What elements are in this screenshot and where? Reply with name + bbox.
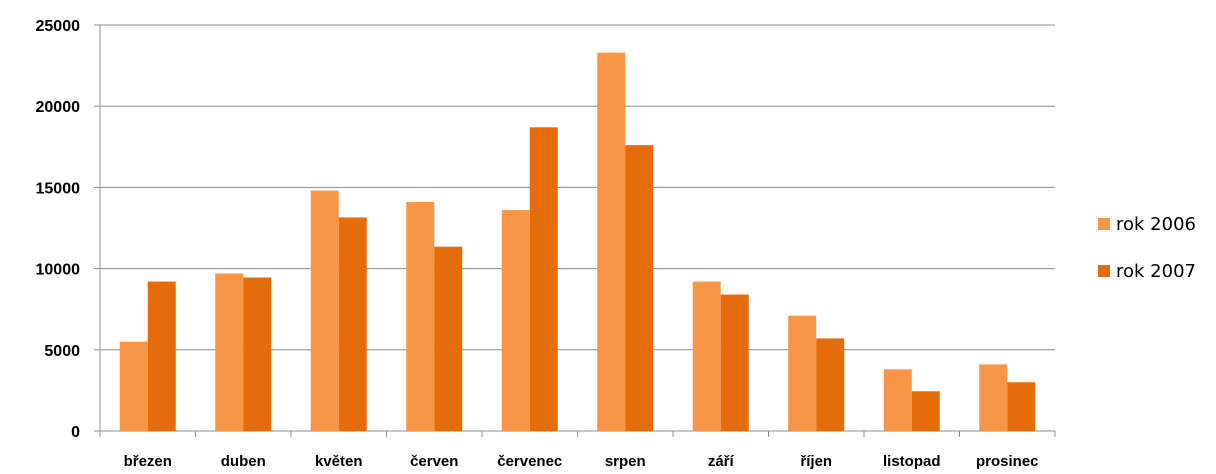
- bar-rok-2007: [720, 294, 749, 431]
- x-tick-label: prosinec: [976, 453, 1039, 470]
- y-tick-label: 5000: [44, 343, 80, 360]
- bar-rok-2006: [119, 341, 148, 431]
- x-tick-label: březen: [124, 453, 172, 470]
- y-tick-label: 10000: [36, 262, 81, 279]
- bar-rok-2006: [979, 364, 1008, 431]
- bar-rok-2007: [1007, 382, 1036, 431]
- legend-swatch: [1098, 218, 1110, 230]
- legend-swatch: [1098, 265, 1110, 277]
- legend-label: rok 2007: [1116, 261, 1196, 282]
- bar-rok-2007: [243, 277, 272, 431]
- y-tick-label: 25000: [36, 18, 81, 35]
- bar-rok-2006: [883, 369, 912, 431]
- bar-rok-2006: [406, 202, 435, 431]
- x-tick-label: listopad: [883, 453, 941, 470]
- bar-rok-2006: [310, 190, 339, 431]
- legend-label: rok 2006: [1116, 214, 1196, 235]
- y-tick-label: 15000: [36, 180, 81, 197]
- x-tick-label: květen: [315, 453, 363, 470]
- y-tick-label: 0: [71, 424, 80, 441]
- bar-rok-2006: [501, 210, 530, 431]
- x-tick-label: říjen: [800, 453, 832, 470]
- bar-rok-2007: [338, 217, 367, 431]
- x-tick-label: červenec: [497, 453, 562, 470]
- bar-rok-2007: [434, 246, 463, 431]
- x-tick-label: červen: [410, 453, 458, 470]
- bar-rok-2006: [597, 52, 626, 431]
- bar-rok-2006: [692, 281, 721, 431]
- bar-rok-2007: [529, 127, 558, 431]
- x-tick-label: duben: [221, 453, 266, 470]
- bar-rok-2006: [788, 315, 817, 431]
- bar-rok-2007: [816, 338, 845, 431]
- bar-rok-2006: [215, 273, 244, 431]
- bar-rok-2007: [147, 281, 176, 431]
- bar-rok-2007: [625, 145, 654, 431]
- bar-rok-2007: [911, 391, 940, 431]
- y-tick-label: 20000: [36, 99, 81, 116]
- x-tick-label: září: [708, 453, 735, 470]
- x-tick-label: srpen: [605, 453, 646, 470]
